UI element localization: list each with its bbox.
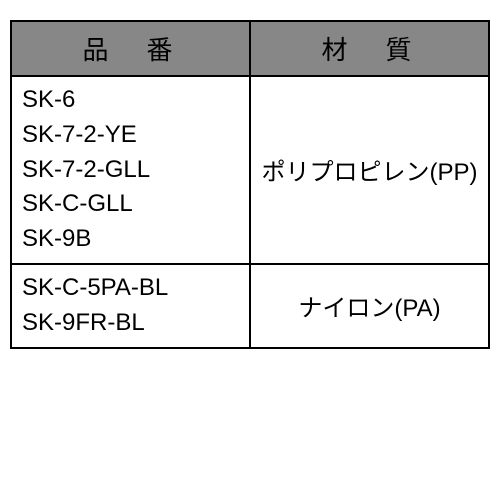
part-numbers-cell: SK-C-5PA-BL SK-9FR-BL (11, 264, 250, 348)
material-cell: ポリプロピレン(PP) (250, 76, 489, 264)
table-row: SK-C-5PA-BL SK-9FR-BL ナイロン(PA) (11, 264, 489, 348)
material-cell: ナイロン(PA) (250, 264, 489, 348)
column-material: 材 質 (250, 21, 489, 76)
parts-material-table: 品 番 材 質 SK-6 SK-7-2-YE SK-7-2-GLL SK-C-G… (10, 20, 490, 349)
part-number: SK-C-5PA-BL (22, 271, 239, 306)
table-row: SK-6 SK-7-2-YE SK-7-2-GLL SK-C-GLL SK-9B… (11, 76, 489, 264)
part-number: SK-C-GLL (22, 187, 239, 222)
part-number: SK-9B (22, 222, 239, 257)
part-number: SK-9FR-BL (22, 306, 239, 341)
part-number: SK-6 (22, 83, 239, 118)
part-number: SK-7-2-YE (22, 118, 239, 153)
table-header-row: 品 番 材 質 (11, 21, 489, 76)
part-number: SK-7-2-GLL (22, 153, 239, 188)
column-part-number: 品 番 (11, 21, 250, 76)
part-numbers-cell: SK-6 SK-7-2-YE SK-7-2-GLL SK-C-GLL SK-9B (11, 76, 250, 264)
